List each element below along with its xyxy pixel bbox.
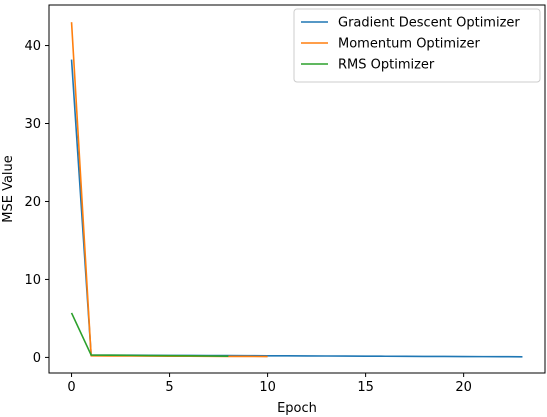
y-tick-label: 0 [33,351,41,366]
x-tick-label: 10 [259,380,276,395]
y-tick-label: 20 [24,195,41,210]
series-layer [70,22,523,358]
legend: Gradient Descent Optimizer Momentum Optim… [293,8,541,83]
legend-label-2: Momentum Optimizer [338,37,480,52]
legend-box [293,8,541,83]
x-tick-label: 0 [67,380,75,395]
ticks-layer: 0 5 10 15 20 0 10 20 30 40 [24,39,471,395]
series-line-3 [70,312,229,357]
legend-label-3: RMS Optimizer [338,58,435,73]
y-tick-label: 30 [24,117,41,132]
y-tick-label: 10 [24,273,41,288]
x-tick-label: 15 [357,380,374,395]
series-line-2 [70,22,268,358]
y-axis-label: MSE Value [1,155,16,223]
y-tick-label: 40 [24,39,41,54]
legend-label-1: Gradient Descent Optimizer [338,16,520,31]
x-tick-label: 20 [455,380,472,395]
series-line-1 [70,59,523,358]
plot-frame [48,4,546,374]
x-axis-label: Epoch [277,401,317,416]
x-tick-label: 5 [165,380,173,395]
